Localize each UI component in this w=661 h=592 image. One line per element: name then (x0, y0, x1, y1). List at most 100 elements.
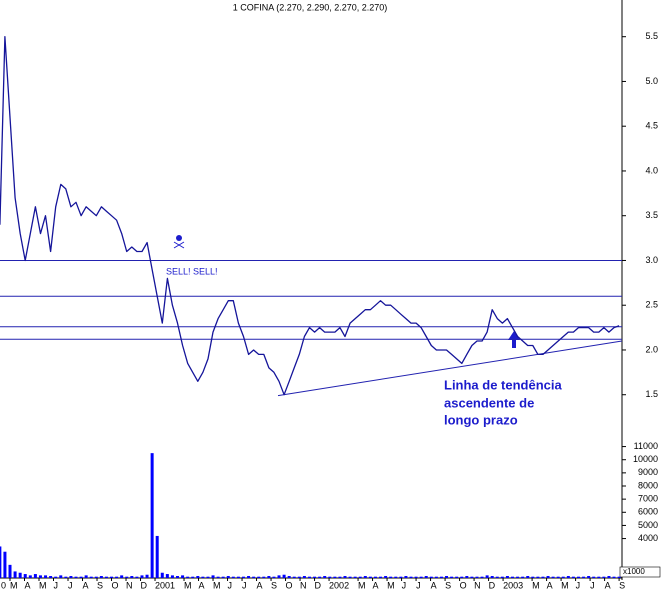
volume-bar (343, 576, 347, 578)
volume-bar (455, 576, 459, 578)
volume-bar (500, 576, 504, 578)
volume-bar (292, 576, 296, 578)
volume-bar (160, 572, 164, 578)
volume-bar (252, 576, 256, 578)
volume-bar (475, 576, 479, 578)
volume-bar (526, 576, 530, 578)
y-tick-label: 6000 (638, 507, 658, 517)
y-tick-label: 9000 (638, 467, 658, 477)
volume-bar (439, 576, 443, 578)
trend-line (277, 340, 623, 397)
annotation: Linha de tendência (444, 377, 563, 392)
x-tick-label: O (460, 580, 467, 590)
x-tick-label: D (141, 580, 148, 590)
volume-bar (44, 575, 48, 578)
y-tick-label: 3.0 (645, 255, 658, 265)
volume-bar (125, 576, 129, 578)
volume-bar (465, 576, 469, 578)
volume-bar (541, 576, 545, 578)
y-tick-label: 4000 (638, 533, 658, 543)
volume-bar (201, 576, 205, 578)
y-tick-label: 7000 (638, 494, 658, 504)
volume-bar (373, 576, 377, 578)
volume-bar (241, 576, 245, 578)
volume-bar (445, 576, 449, 578)
volume-bar (485, 575, 489, 578)
volume-bar (592, 576, 596, 578)
unit-box (619, 566, 661, 578)
x-tick-label: A (547, 580, 553, 590)
volume-bar (587, 576, 591, 578)
volume-bar (582, 576, 586, 578)
volume-bar (333, 576, 337, 578)
x-tick-label: J (242, 580, 247, 590)
volume-bar (236, 576, 240, 578)
x-tick-label: S (619, 580, 625, 590)
volume-bar (576, 576, 580, 578)
volume-bar (404, 576, 408, 578)
volume-bar (414, 576, 418, 578)
x-tick-label: J (68, 580, 73, 590)
volume-bar (272, 576, 276, 578)
volume-bar (145, 574, 149, 578)
x-tick-label: 2001 (155, 580, 175, 590)
x-tick-label: J (590, 580, 595, 590)
x-tick-label: M (39, 580, 47, 590)
volume-bar (561, 576, 565, 578)
y-tick-label: 2.0 (645, 344, 658, 354)
volume-bar (69, 576, 73, 578)
volume-bar (353, 576, 357, 578)
volume-bar (409, 576, 413, 578)
volume-bar (115, 576, 119, 578)
x-tick-label: 2002 (329, 580, 349, 590)
volume-bar (348, 576, 352, 578)
volume-bar (8, 564, 12, 578)
x-tick-label: A (257, 580, 263, 590)
x-tick-label: N (126, 580, 133, 590)
volume-bar (211, 575, 215, 578)
x-tick-label: O (286, 580, 293, 590)
volume-bar (0, 546, 2, 578)
volume-bar (104, 576, 108, 578)
chart-title: 1 COFINA (2.270, 2.290, 2.270, 2.270) (233, 2, 388, 12)
volume-bar (490, 576, 494, 578)
volume-bar (170, 575, 174, 578)
volume-bar (54, 576, 58, 578)
x-tick-label: M (10, 580, 17, 590)
y-tick-label: 4.0 (645, 165, 658, 175)
x-tick-label: A (83, 580, 89, 590)
x-tick-label: S (271, 580, 277, 590)
volume-bar (379, 576, 383, 578)
volume-bar (150, 453, 154, 578)
y-tick-label: 8000 (638, 480, 658, 490)
x-tick-label: A (373, 580, 379, 590)
volume-bar (165, 574, 169, 578)
volume-bar (617, 576, 621, 578)
annotation: ascendente de (444, 395, 534, 410)
volume-bar (556, 576, 560, 578)
volume-bar (546, 576, 550, 578)
volume-bar (323, 576, 327, 578)
x-tick-label: A (605, 580, 611, 590)
volume-bar (191, 576, 195, 578)
x-tick-label: S (97, 580, 103, 590)
volume-bar (206, 576, 210, 578)
x-tick-label: D (489, 580, 496, 590)
y-tick-label: 10000 (633, 454, 658, 464)
volume-bar (176, 576, 180, 578)
volume-bar (531, 576, 535, 578)
volume-bar (450, 576, 454, 578)
x-tick-label: A (199, 580, 205, 590)
volume-bar (318, 576, 322, 578)
volume-bar (434, 576, 438, 578)
volume-bar (64, 576, 68, 578)
y-tick-label: 4.5 (645, 121, 658, 131)
x-tick-label: S (445, 580, 451, 590)
volume-bar (94, 576, 98, 578)
skull-icon (173, 235, 185, 249)
volume-bar (33, 574, 37, 578)
volume-bar (99, 576, 103, 578)
x-tick-label: J (54, 580, 59, 590)
volume-bar (602, 576, 606, 578)
x-tick-label: A (431, 580, 437, 590)
